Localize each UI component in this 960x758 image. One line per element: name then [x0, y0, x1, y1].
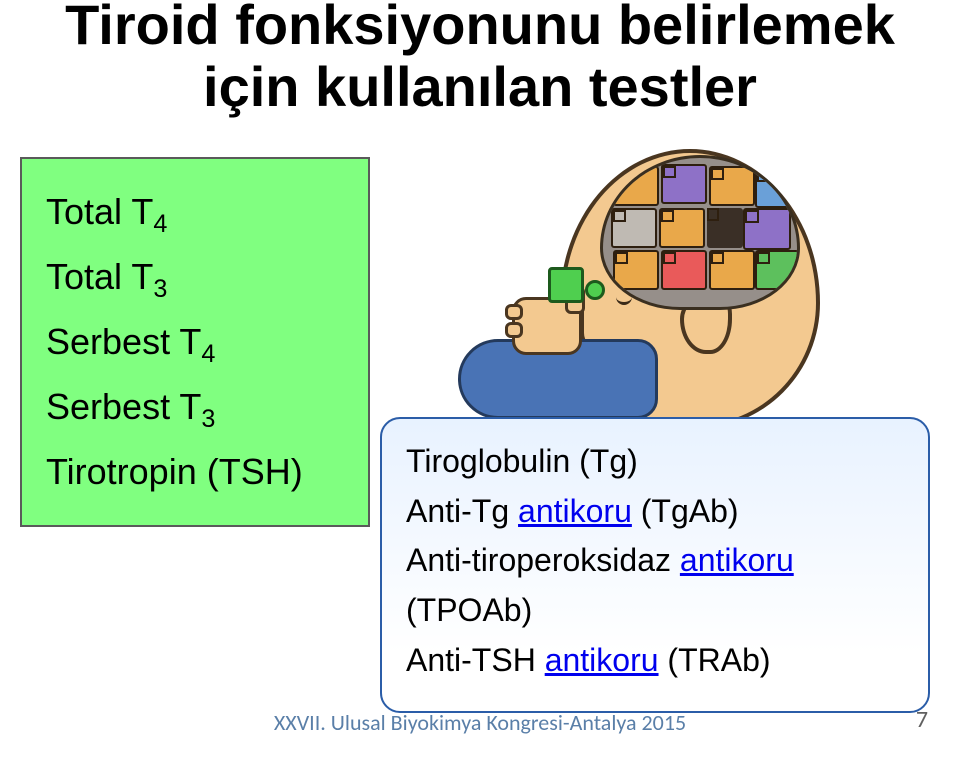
- puzzle-piece: [659, 208, 705, 248]
- slide-title: Tiroid fonksiyonunu belirlemek için kull…: [0, 0, 960, 117]
- puzzle-piece: [661, 164, 707, 204]
- test-item-text: Tirotropin (TSH): [46, 451, 303, 492]
- text: Anti-tiroperoksidaz: [406, 542, 680, 578]
- puzzle-piece: [755, 250, 799, 290]
- puzzle-piece: [755, 168, 799, 208]
- test-item-text: Total T: [46, 256, 153, 297]
- test-item: Serbest T4: [46, 311, 344, 376]
- test-item-text: Total T: [46, 191, 153, 232]
- slide-content: Total T4Total T3Serbest T4Serbest T3Tiro…: [0, 117, 960, 677]
- subscript: 3: [201, 405, 215, 433]
- held-puzzle-piece-icon: [548, 267, 584, 303]
- antibody-line-1: Tiroglobulin (Tg): [406, 437, 904, 487]
- test-item: Serbest T3: [46, 376, 344, 441]
- subscript: 4: [201, 340, 215, 368]
- test-item-text: Serbest T: [46, 321, 201, 362]
- page-number: 7: [916, 705, 928, 734]
- finger: [505, 322, 523, 338]
- puzzle-head-illustration: [420, 139, 880, 429]
- puzzle-brain: [600, 155, 800, 310]
- antibody-line-3: Anti-tiroperoksidaz antikoru (TPOAb): [406, 536, 904, 635]
- text: Anti-Tg: [406, 493, 518, 529]
- puzzle-piece: [613, 250, 659, 290]
- puzzle-piece: [743, 208, 791, 250]
- puzzle-piece: [613, 166, 659, 206]
- subscript: 4: [153, 210, 167, 238]
- hand-shape: [512, 297, 582, 355]
- test-item: Total T4: [46, 181, 344, 246]
- antibody-list-box: Tiroglobulin (Tg) Anti-Tg antikoru (TgAb…: [380, 417, 930, 713]
- puzzle-piece: [709, 166, 755, 206]
- puzzle-piece: [709, 250, 755, 290]
- tests-list-box: Total T4Total T3Serbest T4Serbest T3Tiro…: [20, 157, 370, 526]
- text: (TgAb): [632, 493, 739, 529]
- link-antikoru[interactable]: antikoru: [518, 493, 632, 529]
- text: (TPOAb): [406, 592, 532, 628]
- test-item-text: Serbest T: [46, 386, 201, 427]
- finger: [505, 304, 523, 320]
- text: Anti-TSH: [406, 642, 545, 678]
- link-antikoru[interactable]: antikoru: [680, 542, 794, 578]
- puzzle-piece: [661, 250, 707, 290]
- slide-footer: XXVII. Ulusal Biyokimya Kongresi-Antalya…: [0, 709, 960, 736]
- link-antikoru[interactable]: antikoru: [545, 642, 659, 678]
- test-item: Total T3: [46, 246, 344, 311]
- puzzle-hole: [707, 208, 743, 248]
- title-line-2: için kullanılan testler: [203, 55, 757, 118]
- antibody-line-2: Anti-Tg antikoru (TgAb): [406, 487, 904, 537]
- test-item: Tirotropin (TSH): [46, 441, 344, 502]
- puzzle-piece: [611, 208, 657, 248]
- title-line-1: Tiroid fonksiyonunu belirlemek: [65, 0, 895, 56]
- subscript: 3: [153, 275, 167, 303]
- text: (TRAb): [659, 642, 771, 678]
- antibody-line-4: Anti-TSH antikoru (TRAb): [406, 636, 904, 686]
